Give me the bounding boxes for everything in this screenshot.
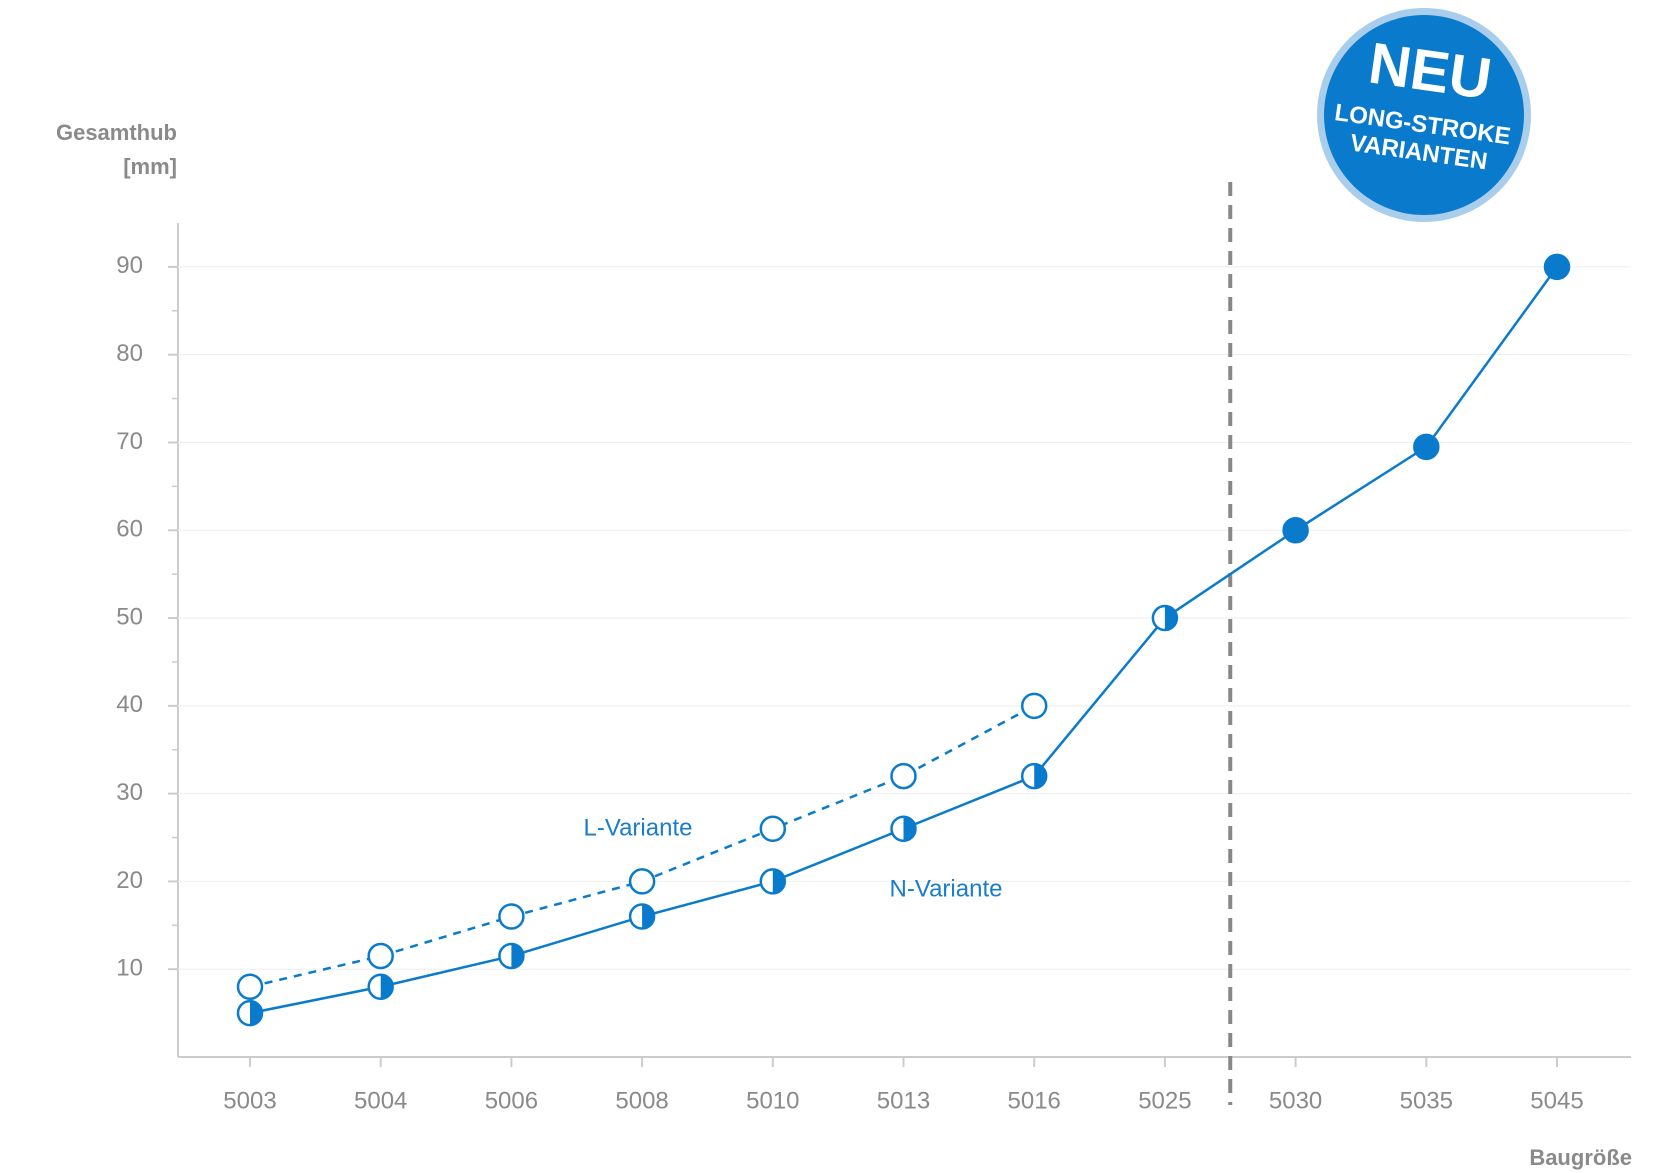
marker: [1543, 253, 1571, 281]
marker: [367, 942, 394, 970]
x-tick-label: 5025: [1138, 1087, 1191, 1114]
x-tick-label: 5010: [746, 1087, 799, 1114]
marker-half: [903, 816, 916, 841]
marker: [1282, 517, 1309, 544]
marker: [236, 973, 264, 1001]
x-tick-label: 5016: [1008, 1087, 1061, 1114]
x-tick-label: 5006: [485, 1087, 538, 1114]
y-tick-label: 20: [116, 867, 143, 894]
marker-half: [642, 904, 655, 929]
x-tick-label: 5030: [1269, 1087, 1322, 1114]
y-tick-label: 60: [116, 516, 143, 543]
y-tick-label: 90: [116, 252, 143, 279]
y-tick-label: 30: [116, 779, 143, 806]
series-label: L-Variante: [584, 814, 693, 841]
y-tick-label: 40: [116, 691, 143, 718]
x-axis-label: Baugröße: [1529, 1145, 1632, 1170]
y-tick-label: 80: [116, 340, 143, 367]
marker: [628, 868, 656, 895]
marker-half: [1034, 764, 1047, 789]
y-tick-label: 10: [116, 955, 143, 982]
marker: [890, 762, 917, 790]
marker-half: [380, 974, 393, 999]
marker-half: [250, 1001, 262, 1026]
y-tick-label: 70: [116, 428, 143, 455]
marker: [759, 815, 787, 842]
y-tick-label: 50: [116, 603, 143, 630]
y-axis-label: [mm]: [123, 154, 177, 179]
series-label: N-Variante: [890, 875, 1003, 902]
x-tick-label: 5008: [615, 1087, 668, 1114]
y-axis-label: Gesamthub: [56, 120, 177, 145]
marker: [1020, 692, 1048, 720]
x-tick-label: 5045: [1530, 1087, 1583, 1114]
marker-half: [1164, 606, 1177, 631]
series-line: [249, 704, 1035, 988]
x-tick-label: 5003: [223, 1087, 276, 1114]
x-tick-label: 5004: [354, 1087, 407, 1114]
x-tick-label: 5013: [877, 1087, 930, 1114]
badge: NEU LONG-STROKE VARIANTEN: [1317, 8, 1531, 222]
badge-disc: [1324, 15, 1524, 215]
marker: [498, 903, 525, 930]
marker-half: [772, 869, 785, 894]
marker: [1413, 433, 1440, 461]
marker-half: [511, 944, 524, 969]
x-tick-label: 5035: [1400, 1087, 1453, 1114]
